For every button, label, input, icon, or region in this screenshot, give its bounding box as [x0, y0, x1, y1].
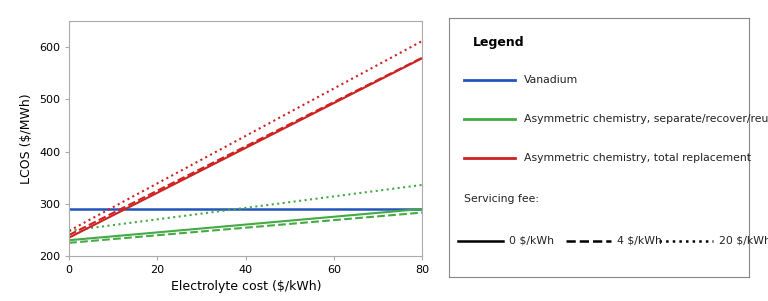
Text: 20 $/kWh: 20 $/kWh: [719, 236, 768, 246]
Text: Asymmetric chemistry, separate/recover/reuse: Asymmetric chemistry, separate/recover/r…: [524, 114, 768, 124]
Text: 4 $/kWh: 4 $/kWh: [617, 236, 662, 246]
Text: Vanadium: Vanadium: [524, 75, 578, 85]
Text: Servicing fee:: Servicing fee:: [464, 194, 539, 204]
Y-axis label: LCOS ($/MWh): LCOS ($/MWh): [21, 93, 34, 184]
Text: Asymmetric chemistry, total replacement: Asymmetric chemistry, total replacement: [524, 153, 751, 163]
X-axis label: Electrolyte cost ($/kWh): Electrolyte cost ($/kWh): [170, 281, 321, 293]
Text: Legend: Legend: [473, 36, 525, 49]
Text: 0 $/kWh: 0 $/kWh: [509, 236, 554, 246]
